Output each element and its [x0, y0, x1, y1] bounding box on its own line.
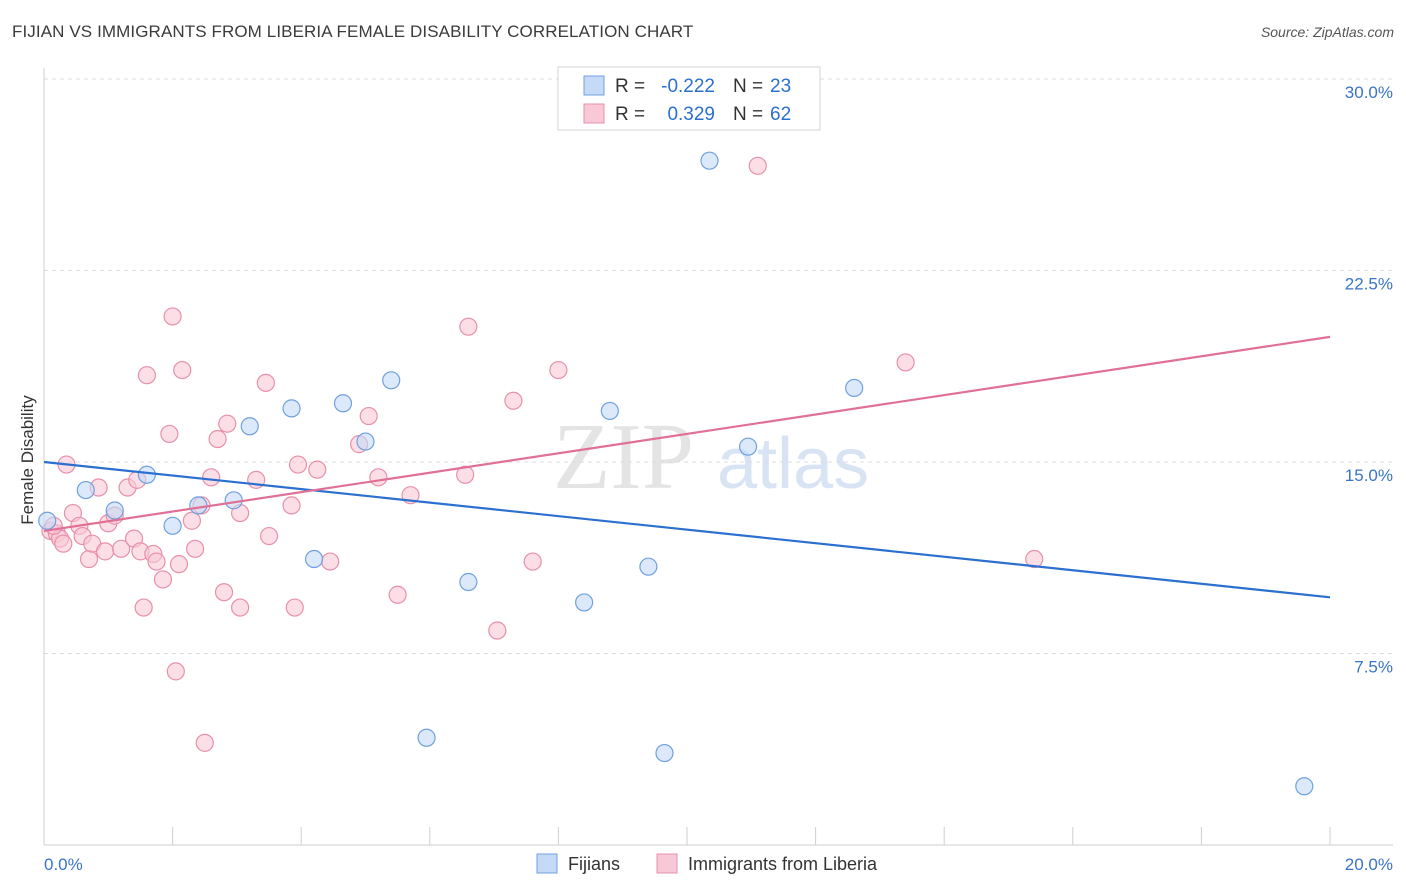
point-liberia [163, 307, 182, 326]
point-fijians [639, 557, 658, 576]
point-liberia [321, 552, 340, 571]
point-fijians [655, 743, 674, 763]
point-fijians [845, 378, 864, 398]
point-liberia [748, 156, 767, 175]
point-liberia [359, 406, 378, 426]
legend-n-label-2: N = [733, 104, 763, 125]
point-fijians [240, 417, 259, 436]
point-liberia [169, 555, 189, 574]
point-liberia [504, 391, 523, 410]
point-liberia [134, 598, 153, 617]
point-liberia [79, 549, 99, 569]
point-liberia [54, 534, 73, 553]
point-liberia [182, 511, 201, 530]
point-liberia [288, 455, 308, 474]
y-tick-label: 30.0% [1345, 83, 1393, 102]
legend-n-label-1: N = [733, 76, 763, 97]
point-fijians [575, 593, 594, 612]
watermark-atlas: atlas [717, 424, 869, 504]
point-liberia [308, 460, 327, 479]
legend-swatch-liberia [583, 103, 605, 124]
point-fijians [738, 437, 758, 456]
y-tick-label: 15.0% [1345, 466, 1393, 485]
y-tick-label: 7.5% [1354, 658, 1393, 677]
point-fijians [282, 399, 301, 418]
point-liberia [186, 539, 205, 558]
x-tick-label-max: 20.0% [1345, 855, 1393, 874]
point-liberia [388, 585, 407, 604]
point-liberia [231, 598, 250, 617]
series-legend: Fijians Immigrants from Liberia [536, 853, 878, 874]
watermark-zip: ZIP [553, 405, 694, 509]
stats-legend: R = -0.222 N = 23 R = 0.329 N = 62 [557, 66, 821, 131]
y-tick-label: 22.5% [1345, 275, 1393, 294]
point-fijians [356, 432, 375, 451]
point-liberia [195, 733, 214, 752]
point-liberia [459, 317, 478, 336]
point-liberia [896, 353, 915, 372]
point-fijians [163, 516, 182, 535]
point-fijians [1295, 777, 1314, 796]
point-liberia [173, 360, 192, 380]
point-liberia [208, 429, 227, 449]
point-fijians [189, 496, 208, 515]
legend-n-value-1: 23 [770, 76, 791, 97]
point-liberia [523, 552, 542, 571]
legend-r-label-1: R = [615, 76, 645, 97]
trendline-liberia [43, 335, 1331, 533]
point-liberia [488, 621, 507, 640]
point-fijians [105, 501, 124, 520]
point-liberia [256, 373, 275, 392]
point-liberia [259, 526, 279, 546]
point-fijians [417, 728, 436, 747]
point-fijians [76, 480, 95, 500]
point-liberia [147, 552, 166, 571]
point-fijians [600, 401, 619, 421]
point-fijians [700, 151, 719, 170]
legend-r-label-2: R = [615, 104, 645, 125]
series-legend-label-liberia: Immigrants from Liberia [688, 854, 878, 874]
point-fijians [137, 465, 156, 484]
point-liberia [218, 414, 237, 433]
legend-n-value-2: 62 [770, 104, 791, 125]
y-axis-label: Female Disability [18, 395, 37, 525]
x-tick-label-min: 0.0% [44, 855, 83, 874]
point-fijians [333, 394, 353, 413]
legend-r-value-1: -0.222 [661, 76, 715, 97]
point-liberia [282, 496, 301, 515]
series-legend-swatch-liberia [656, 853, 678, 874]
point-liberia [285, 598, 304, 617]
point-liberia [137, 366, 156, 385]
point-liberia [153, 570, 173, 589]
point-liberia [95, 542, 115, 561]
point-liberia [112, 539, 131, 558]
series-legend-label-fijians: Fijians [568, 854, 620, 874]
series-legend-swatch-fijians [536, 853, 558, 874]
point-fijians [459, 572, 478, 592]
point-liberia [1025, 549, 1044, 569]
point-liberia [549, 360, 568, 380]
point-liberia [166, 662, 185, 681]
point-fijians [224, 491, 243, 510]
trendline-fijians [43, 460, 1331, 599]
legend-swatch-fijians [583, 75, 605, 96]
point-liberia [369, 468, 388, 487]
chart-title: FIJIAN VS IMMIGRANTS FROM LIBERIA FEMALE… [12, 22, 694, 41]
point-liberia [456, 465, 475, 484]
point-liberia [214, 583, 234, 602]
chart-source: Source: ZipAtlas.com [1260, 24, 1394, 40]
point-liberia [202, 468, 221, 487]
point-fijians [38, 511, 57, 530]
point-fijians [304, 549, 324, 569]
legend-r-value-2: 0.329 [667, 104, 715, 125]
point-liberia [160, 424, 179, 444]
point-fijians [382, 371, 401, 390]
